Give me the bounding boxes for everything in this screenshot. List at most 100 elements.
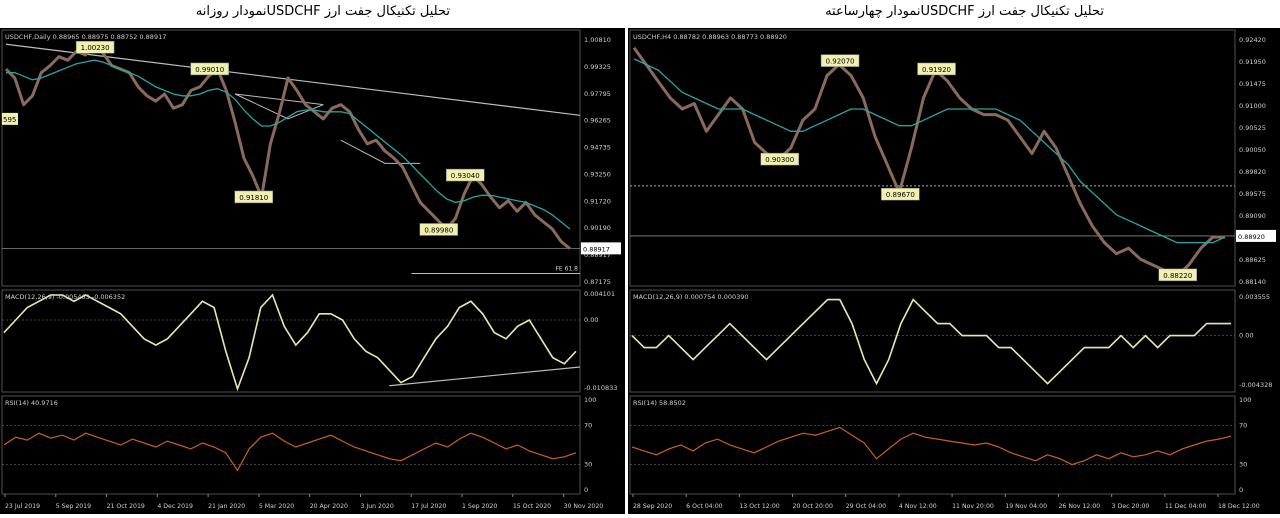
price-axis-tick: 0.87175	[584, 278, 611, 286]
left-edge-label: 595	[3, 116, 16, 124]
price-label-text: 0.89670	[886, 191, 915, 199]
date-axis-label: 11 Nov 20:00	[952, 503, 994, 510]
date-axis-label: 26 Nov 12:00	[1058, 503, 1100, 510]
macd-axis-tick: 0.00	[1239, 332, 1253, 340]
price-label-text: 0.92070	[826, 58, 855, 66]
price-axis-tick: 0.88140	[1239, 278, 1266, 286]
date-axis-label: 23 Jul 2019	[5, 503, 40, 510]
macd-axis-tick: 0.004101	[584, 290, 615, 298]
price-axis-tick: 0.92420	[1239, 36, 1266, 44]
macd-signal-line	[631, 298, 1231, 385]
price-label-box	[190, 62, 229, 76]
date-axis-label: 5 Mar 2020	[259, 503, 294, 510]
daily-chart-title: تحلیل تکنیکال جفت ارز USDCHFنمودار روزان…	[195, 4, 450, 19]
price-axis-tick: 0.97795	[584, 90, 611, 98]
date-axis-label: 20 Apr 2020	[310, 503, 348, 510]
daily-chart-svg[interactable]: 1.00810 0.99325 0.97795 0.96265 0.94735 0.932…	[0, 28, 625, 514]
price-axis-tick: 0.90190	[584, 224, 611, 232]
price-label-box	[234, 190, 273, 204]
price-axis-tick: 0.90050	[1239, 146, 1266, 154]
price-series-line	[4, 44, 571, 250]
price-subpanel	[629, 29, 1236, 287]
rsi-axis-tick: 100	[1239, 396, 1251, 404]
macd-axis-tick: -0.004328	[1239, 381, 1272, 389]
price-label-text: 0.91920	[922, 66, 951, 74]
left-edge-label-bg	[2, 112, 18, 125]
macd-line	[631, 298, 1231, 386]
macd-axis-tick: 0.00	[584, 316, 598, 324]
rsi-line	[631, 426, 1232, 466]
price-label-text: 0.90300	[765, 156, 794, 164]
macd-axis-tick: 0.003555	[1239, 293, 1270, 301]
date-axis-label: 4 Dec 2019	[157, 503, 193, 510]
price-label-box	[881, 187, 920, 201]
current-price-badge	[1236, 229, 1276, 242]
price-axis-tick: 0.89090	[1239, 212, 1266, 220]
daily-chart-panel[interactable]: 1.00810 0.99325 0.97795 0.96265 0.94735 0.932…	[0, 28, 625, 514]
price-label-text: 1.00230	[81, 44, 110, 52]
rsi-axis-tick: 30	[1239, 461, 1247, 469]
macd-subpanel	[1, 289, 581, 393]
date-axis-label: 3 Jun 2020	[360, 503, 393, 510]
price-label-text: 0.93040	[451, 172, 480, 180]
price-axis-tick: 0.89575	[1239, 190, 1266, 198]
price-axis-tick: 0.91720	[584, 197, 611, 205]
date-axis-label: 18 Dec 12:00	[1218, 503, 1260, 510]
date-axis-label: 29 Oct 04:00	[846, 503, 886, 510]
price-axis-tick: 0.88625	[1239, 256, 1266, 264]
date-axis-label: 13 Oct 12:00	[739, 503, 779, 510]
macd-subpanel	[629, 289, 1236, 393]
price-axis-tick: 0.91950	[1239, 58, 1266, 66]
date-axis-label: 28 Sep 2020	[633, 503, 672, 510]
current-price-value: 0.88920	[1238, 233, 1265, 241]
date-axis-label: 20 Oct 20:00	[793, 503, 833, 510]
price-label-box	[419, 223, 459, 236]
date-axis-label: 30 Nov 2020	[564, 503, 604, 510]
date-axis-label: 21 Oct 2019	[107, 503, 145, 510]
date-axis-label: 17 Jul 2020	[411, 503, 446, 510]
h4-chart-svg[interactable]: 0.92420 0.91950 0.91475 0.91000 0.90525 0.900…	[628, 28, 1280, 514]
price-axis-tick: 0.89820	[1239, 168, 1266, 176]
price-subpanel	[1, 29, 581, 287]
price-label-box	[75, 40, 115, 54]
h4-chart-panel[interactable]: 0.92420 0.91950 0.91475 0.91000 0.90525 0.900…	[628, 28, 1280, 514]
rsi-subpanel	[629, 395, 1236, 495]
fibonacci-label: FE 61.8	[555, 266, 578, 273]
price-label-box	[917, 62, 956, 76]
date-axis-label: 21 Jan 2020	[208, 503, 245, 510]
symbol-info-label: USDCHF,H4 0.88782 0.88963 0.88773 0.8892…	[633, 33, 787, 41]
moving-average-line	[6, 59, 571, 230]
price-axis-tick: 0.88917	[584, 251, 611, 259]
price-label-box	[820, 54, 860, 67]
rsi-label: RSI(14) 58.8502	[633, 399, 686, 407]
price-label-text: 0.88220	[1163, 272, 1192, 280]
date-axis-label: 19 Nov 04:00	[1005, 503, 1047, 510]
symbol-info-label: USDCHF,Daily 0.88965 0.88975 0.88752 0.8…	[5, 33, 166, 41]
rsi-axis-tick: 70	[584, 421, 592, 429]
current-price-badge	[581, 242, 621, 255]
price-series-line	[632, 46, 1225, 278]
wedge-pattern	[340, 139, 421, 164]
date-axis-label: 5 Sep 2019	[56, 503, 91, 510]
rsi-line	[3, 432, 577, 472]
macd-label: MACD(12,26,9) -0.005463 -0.006352	[5, 293, 125, 301]
h4-chart-title: تحلیل تکنیکال جفت ارز USDCHFنمودار چهارس…	[825, 4, 1104, 19]
rsi-axis-tick: 0	[1239, 486, 1243, 494]
price-axis-tick: 0.90525	[1239, 124, 1266, 132]
rsi-label: RSI(14) 40.9716	[5, 399, 58, 407]
price-axis-tick: 0.91000	[1239, 102, 1266, 110]
triangle-pattern	[234, 93, 324, 120]
macd-signal-line	[3, 293, 577, 391]
date-axis-label: 3 Dec 20:00	[1112, 503, 1150, 510]
date-axis-label: 11 Dec 04:00	[1165, 503, 1207, 510]
date-axis-label: 1 Sep 2020	[462, 503, 497, 510]
rsi-axis-tick: 70	[1239, 421, 1247, 429]
price-label-box	[1158, 268, 1198, 282]
current-price-value: 0.88917	[583, 245, 610, 253]
moving-average-line	[633, 58, 1226, 244]
rsi-axis-tick: 100	[584, 396, 596, 404]
date-axis-label: 15 Oct 2020	[513, 503, 551, 510]
price-axis-tick: 0.99325	[584, 63, 611, 71]
macd-label: MACD(12,26,9) 0.000754 0.000390	[633, 293, 749, 301]
price-axis-tick: 1.00810	[584, 36, 611, 44]
